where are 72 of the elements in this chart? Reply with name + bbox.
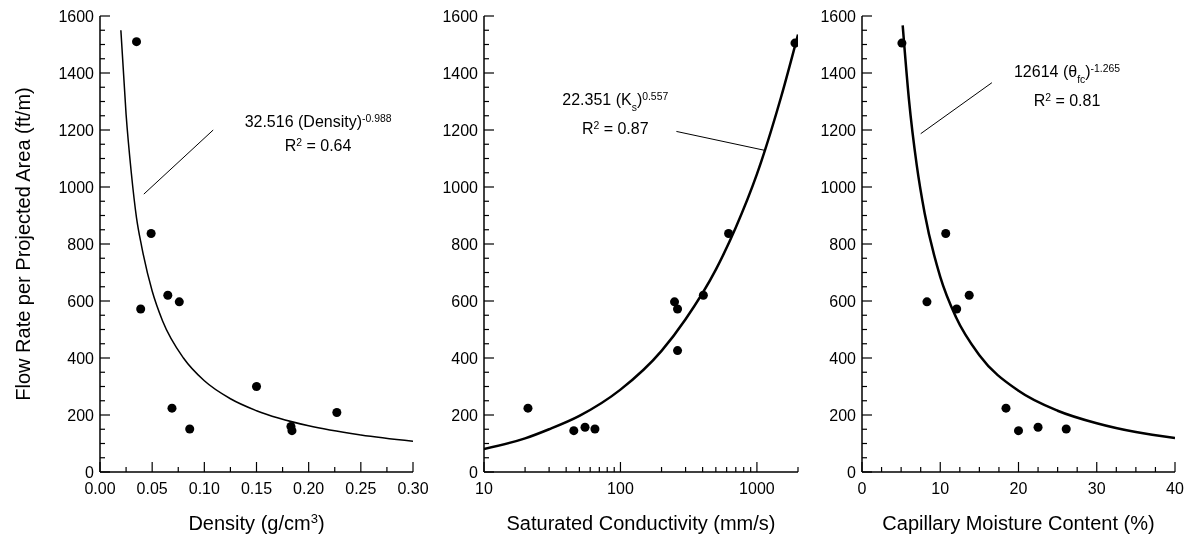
y-tick-label: 1400 bbox=[58, 65, 95, 82]
y-tick-label: 600 bbox=[67, 293, 95, 310]
x-tick-label: 0.05 bbox=[136, 480, 168, 497]
point bbox=[1033, 422, 1043, 432]
point bbox=[287, 426, 297, 436]
x-tick-label: 0.20 bbox=[293, 480, 325, 497]
point bbox=[332, 407, 342, 417]
point bbox=[952, 304, 962, 314]
annotation: R$^{2}$ = 0.64 bbox=[284, 136, 352, 154]
y-tick-label: 1600 bbox=[442, 8, 479, 25]
y-tick-label: 1000 bbox=[820, 179, 857, 196]
point bbox=[964, 290, 974, 300]
y-axis-title: Flow Rate per Projected Area (ft/m) bbox=[12, 87, 34, 401]
point bbox=[922, 297, 932, 307]
y-tick-label: 200 bbox=[67, 407, 95, 424]
point bbox=[185, 424, 195, 434]
y-tick-label: 1400 bbox=[820, 65, 857, 82]
y-tick-label: 600 bbox=[829, 293, 857, 310]
x-tick-label: 0.30 bbox=[397, 480, 429, 497]
x-tick-label: 0.00 bbox=[84, 480, 116, 497]
y-tick-label: 0 bbox=[85, 464, 95, 481]
y-tick-label: 1000 bbox=[442, 179, 479, 196]
x-tick-label: 0.10 bbox=[188, 480, 221, 497]
x-tick-label: 1000 bbox=[739, 480, 775, 497]
point bbox=[251, 381, 262, 392]
y-tick-label: 1200 bbox=[442, 122, 479, 139]
annotation: 12614 (θ$_{fc}$)$^{-1.265}$ bbox=[1013, 62, 1121, 85]
y-tick-label: 800 bbox=[829, 236, 857, 253]
point bbox=[1013, 426, 1024, 436]
y-tick-label: 1600 bbox=[820, 8, 857, 25]
point bbox=[167, 403, 177, 413]
y-tick-label: 1000 bbox=[58, 179, 95, 196]
point bbox=[163, 290, 173, 300]
y-tick-label: 800 bbox=[67, 236, 95, 253]
x-tick-label: 10 bbox=[475, 480, 493, 497]
point bbox=[1001, 403, 1011, 413]
x-tick-label: 30 bbox=[1087, 480, 1106, 497]
annotation: 22.351 (K$_{s}$)$^{0.557}$ bbox=[562, 90, 669, 113]
point bbox=[136, 304, 146, 314]
y-tick-label: 1400 bbox=[442, 65, 479, 82]
x-axis-title: Density (g/cm$^{3}$) bbox=[188, 510, 325, 534]
y-tick-label: 1200 bbox=[820, 122, 857, 139]
y-tick-label: 200 bbox=[829, 407, 857, 424]
point bbox=[897, 38, 907, 48]
x-tick-label: 40 bbox=[1166, 480, 1184, 497]
line-series bbox=[901, 24, 1175, 440]
y-tick-label: 400 bbox=[67, 350, 95, 367]
y-tick-label: 1200 bbox=[58, 122, 95, 139]
point bbox=[146, 228, 156, 238]
x-tick-label: 0.15 bbox=[240, 480, 273, 497]
point bbox=[174, 297, 184, 307]
x-tick-label: 10 bbox=[931, 480, 950, 497]
line-series bbox=[120, 29, 413, 442]
x-tick-label: 20 bbox=[1009, 480, 1028, 497]
point bbox=[941, 228, 951, 238]
point bbox=[132, 37, 142, 47]
annotation: R$^{2}$ = 0.87 bbox=[581, 119, 649, 137]
y-tick-label: 200 bbox=[451, 407, 479, 424]
x-axis-title: Saturated Conductivity (mm/s) bbox=[506, 512, 776, 534]
y-tick-label: 600 bbox=[451, 293, 479, 310]
y-tick-label: 400 bbox=[829, 350, 857, 367]
y-tick-label: 0 bbox=[469, 464, 479, 481]
x-axis-title: Capillary Moisture Content (%) bbox=[882, 512, 1155, 534]
y-tick-label: 400 bbox=[451, 350, 479, 367]
annotation: R$^{2}$ = 0.81 bbox=[1033, 91, 1101, 110]
y-tick-label: 1600 bbox=[58, 8, 95, 25]
y-tick-label: 0 bbox=[847, 464, 857, 481]
point bbox=[1061, 424, 1071, 434]
y-tick-label: 800 bbox=[451, 236, 479, 253]
x-tick-label: 100 bbox=[607, 480, 634, 497]
x-tick-label: 0.25 bbox=[345, 480, 377, 497]
annotation: 32.516 (Density)$^{-0.988}$ bbox=[244, 112, 392, 130]
